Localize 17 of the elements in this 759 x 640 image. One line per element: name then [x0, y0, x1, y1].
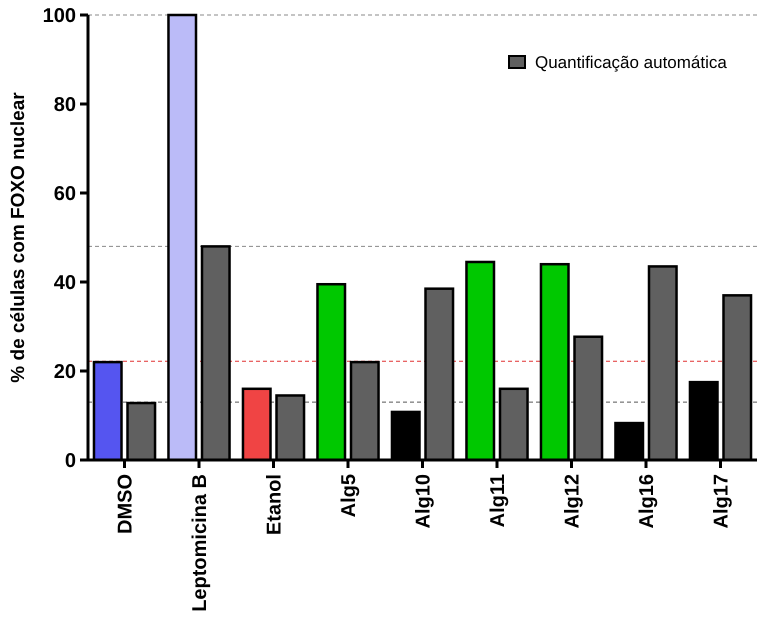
legend-label: Quantificação automática	[535, 52, 728, 72]
y-axis-title: % de células com FOXO nuclear	[8, 92, 29, 383]
x-tick-label: Alg16	[636, 474, 658, 528]
y-tick-label: 20	[54, 361, 76, 383]
x-tick-label: Alg17	[710, 474, 732, 528]
x-tick-label: Alg10	[412, 474, 434, 528]
y-tick-label: 0	[64, 450, 76, 472]
y-tick-label: 100	[42, 5, 76, 27]
x-tick-label: Leptomicina B	[189, 474, 212, 612]
x-tick-label: Alg11	[487, 474, 509, 528]
y-tick-label: 40	[54, 272, 76, 294]
y-tick-label: 80	[54, 94, 76, 116]
x-tick-label: DMSO	[114, 474, 137, 534]
x-tick-label: Alg12	[562, 474, 584, 528]
x-tick-label: Etanol	[264, 474, 286, 536]
x-tick-label: Alg5	[338, 474, 360, 518]
y-tick-label: 60	[54, 183, 76, 205]
